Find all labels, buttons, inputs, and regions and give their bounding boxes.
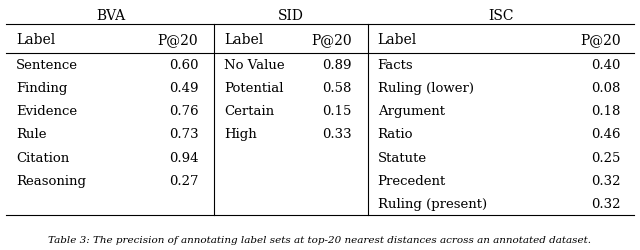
Text: 0.76: 0.76: [169, 105, 198, 118]
Text: Rule: Rule: [16, 128, 47, 141]
Text: Statute: Statute: [378, 151, 427, 164]
Text: 0.33: 0.33: [323, 128, 352, 141]
Text: 0.89: 0.89: [323, 59, 352, 72]
Text: Ruling (lower): Ruling (lower): [378, 82, 474, 95]
Text: Precedent: Precedent: [378, 174, 446, 187]
Text: 0.15: 0.15: [323, 105, 352, 118]
Text: Ratio: Ratio: [378, 128, 413, 141]
Text: Label: Label: [378, 33, 417, 47]
Text: Potential: Potential: [224, 82, 284, 95]
Text: 0.32: 0.32: [591, 197, 621, 210]
Text: Citation: Citation: [16, 151, 69, 164]
Text: 0.94: 0.94: [169, 151, 198, 164]
Text: Argument: Argument: [378, 105, 445, 118]
Text: Reasoning: Reasoning: [16, 174, 86, 187]
Text: Table 3: The precision of annotating label sets at top-20 nearest distances acro: Table 3: The precision of annotating lab…: [49, 236, 591, 244]
Text: Evidence: Evidence: [16, 105, 77, 118]
Text: 0.25: 0.25: [591, 151, 621, 164]
Text: 0.08: 0.08: [591, 82, 621, 95]
Text: ISC: ISC: [488, 9, 513, 23]
Text: P@20: P@20: [580, 33, 621, 47]
Text: 0.32: 0.32: [591, 174, 621, 187]
Text: SID: SID: [278, 9, 304, 23]
Text: 0.27: 0.27: [169, 174, 198, 187]
Text: 0.73: 0.73: [169, 128, 198, 141]
Text: BVA: BVA: [96, 9, 125, 23]
Text: Finding: Finding: [16, 82, 67, 95]
Text: P@20: P@20: [312, 33, 352, 47]
Text: No Value: No Value: [224, 59, 285, 72]
Text: High: High: [224, 128, 257, 141]
Text: Label: Label: [224, 33, 263, 47]
Text: 0.46: 0.46: [591, 128, 621, 141]
Text: 0.49: 0.49: [169, 82, 198, 95]
Text: Certain: Certain: [224, 105, 274, 118]
Text: Label: Label: [16, 33, 55, 47]
Text: Ruling (present): Ruling (present): [378, 197, 487, 210]
Text: 0.40: 0.40: [591, 59, 621, 72]
Text: 0.18: 0.18: [591, 105, 621, 118]
Text: P@20: P@20: [158, 33, 198, 47]
Text: 0.58: 0.58: [323, 82, 352, 95]
Text: 0.60: 0.60: [169, 59, 198, 72]
Text: Sentence: Sentence: [16, 59, 78, 72]
Text: Facts: Facts: [378, 59, 413, 72]
